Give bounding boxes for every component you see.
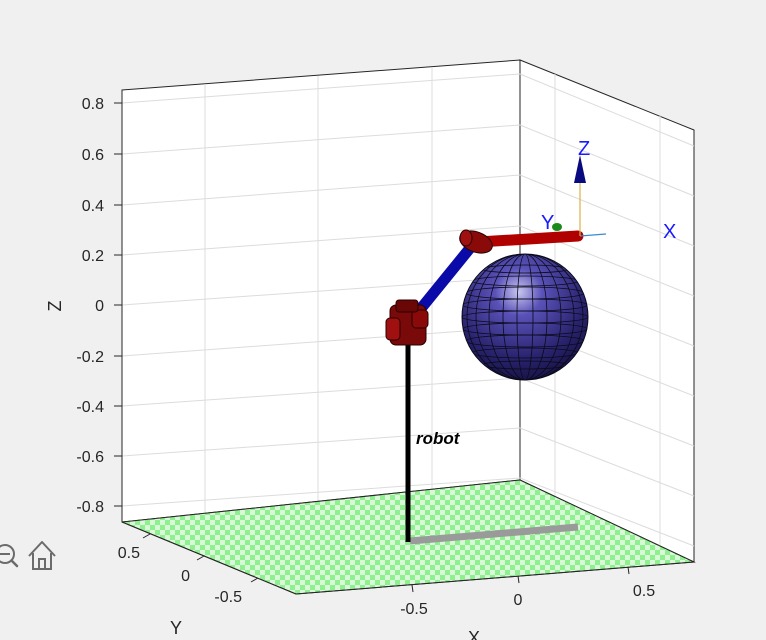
robot-elbow-joint xyxy=(459,229,493,254)
z-tick-label: 0 xyxy=(95,298,104,315)
x-tick-label: 0 xyxy=(514,592,523,609)
end-effector-frame xyxy=(552,155,607,237)
frame-z-label: Z xyxy=(578,138,590,160)
robot-red-link xyxy=(472,230,584,248)
y-axis: 0.5 0 -0.5 xyxy=(118,521,297,606)
robot-name-label: robot xyxy=(416,429,461,448)
z-tick-label: -0.4 xyxy=(76,399,104,416)
robot-base-rod xyxy=(409,523,579,545)
z-tick-label: -0.6 xyxy=(76,449,104,466)
axes-toolbar xyxy=(0,536,64,576)
robot-shoulder-joint xyxy=(385,299,429,346)
z-axis: 0.8 0.6 0.4 0.2 0 -0.2 -0.4 -0.6 -0.8 xyxy=(76,90,123,522)
z-tick-label: 0.2 xyxy=(82,248,104,265)
zoom-out-icon xyxy=(0,544,19,568)
y-tick-label: -0.5 xyxy=(214,589,242,606)
frame-y-label: Y xyxy=(541,212,554,234)
sphere-obstacle xyxy=(461,253,589,381)
z-tick-label: -0.8 xyxy=(76,499,104,516)
y-tick-label: 0.5 xyxy=(118,545,140,562)
z-tick-label: 0.6 xyxy=(82,147,104,164)
x-axis-label: X xyxy=(468,628,480,640)
frame-x-label: X xyxy=(663,221,676,243)
x-tick-label: -0.5 xyxy=(400,601,428,618)
z-tick-label: 0.4 xyxy=(82,198,104,215)
x-axis: -0.5 0 0.5 xyxy=(295,561,695,618)
home-icon xyxy=(28,541,56,570)
z-axis-label: Z xyxy=(45,301,65,312)
zoom-out-button[interactable] xyxy=(0,536,28,576)
z-tick-label: -0.2 xyxy=(76,349,104,366)
y-axis-label: Y xyxy=(170,618,182,638)
z-tick-label: 0.8 xyxy=(82,96,104,113)
y-tick-label: 0 xyxy=(181,568,190,585)
x-tick-label: 0.5 xyxy=(633,583,655,600)
home-button[interactable] xyxy=(26,536,58,576)
